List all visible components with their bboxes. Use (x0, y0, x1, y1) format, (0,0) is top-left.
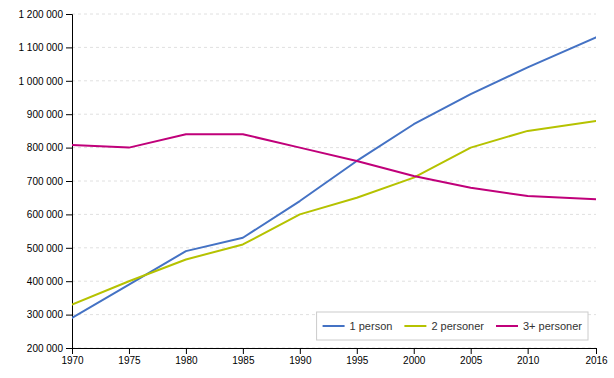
x-tick-mark (414, 348, 415, 354)
x-tick-mark (129, 348, 130, 354)
y-tick-mark (66, 281, 72, 282)
grid-line (72, 147, 596, 148)
grid-line (72, 181, 596, 182)
y-tick: 400 000 (27, 276, 72, 287)
y-tick: 800 000 (27, 142, 72, 153)
x-tick: 1970 (61, 348, 84, 366)
grid (72, 14, 596, 348)
legend-frame (317, 312, 588, 340)
legend: 1 person 2 personer 3+ personer (317, 312, 588, 340)
y-tick: 500 000 (27, 243, 72, 254)
x-tick-mark (243, 348, 244, 354)
x-tick: 2010 (517, 348, 540, 366)
x-tick: 1990 (289, 348, 312, 366)
x-tick-label: 1970 (61, 355, 84, 366)
grid-line (72, 114, 596, 115)
legend-item: 3+ personer (496, 320, 582, 332)
legend-item: 2 personer (404, 320, 484, 332)
y-tick: 900 000 (27, 109, 72, 120)
legend-label: 2 personer (431, 320, 484, 332)
plot-area: 1970 1975 1980 1985 1990 1995 2000 2005 2010 2016… (19, 9, 609, 366)
legend-swatch (404, 325, 426, 327)
y-tick: 300 000 (27, 309, 72, 320)
chart: 1970 1975 1980 1985 1990 1995 2000 2005 2010 2016… (0, 0, 614, 378)
x-tick-label: 1990 (289, 355, 312, 366)
grid-line (72, 80, 596, 81)
y-tick-label: 400 000 (27, 276, 64, 287)
y-axis-line (66, 15, 73, 349)
legend-label: 3+ personer (523, 320, 582, 332)
x-tick: 2000 (403, 348, 426, 366)
y-tick-mark (66, 148, 72, 149)
series-line (72, 37, 596, 318)
x-tick-label: 2010 (517, 355, 540, 366)
y-tick-mark (66, 81, 72, 82)
legend-swatch (496, 325, 518, 327)
x-tick: 1985 (232, 348, 255, 366)
y-tick-mark (66, 47, 72, 48)
y-tick: 1 100 000 (19, 42, 73, 53)
x-tick-label: 2005 (460, 355, 483, 366)
x-tick-label: 1980 (175, 355, 198, 366)
x-tick-label: 2000 (403, 355, 426, 366)
x-axis: 1970 1975 1980 1985 1990 1995 2000 2005 2010 2016 (61, 348, 608, 366)
y-tick: 700 000 (27, 176, 72, 187)
y-tick: 1 200 000 (19, 9, 73, 20)
x-tick-mark (300, 348, 301, 354)
y-tick-mark (66, 14, 72, 15)
x-tick: 1995 (346, 348, 369, 366)
grid-line (72, 214, 596, 215)
y-tick-label: 700 000 (27, 176, 64, 187)
x-tick: 2005 (460, 348, 483, 366)
x-axis-line (73, 349, 597, 355)
y-tick-label: 500 000 (27, 243, 64, 254)
y-tick-label: 900 000 (27, 109, 64, 120)
y-tick-label: 200 000 (27, 343, 64, 354)
y-tick-label: 600 000 (27, 209, 64, 220)
x-tick-mark (596, 348, 597, 354)
y-tick-label: 1 100 000 (19, 42, 64, 53)
y-tick-mark (66, 214, 72, 215)
y-tick: 600 000 (27, 209, 72, 220)
y-tick-label: 1 200 000 (19, 9, 64, 20)
y-tick-mark (66, 248, 72, 249)
lines (72, 37, 596, 318)
y-tick-mark (66, 315, 72, 316)
x-tick-label: 1985 (232, 355, 255, 366)
grid-line (72, 47, 596, 48)
legend-label: 1 person (350, 320, 393, 332)
y-tick: 1 000 000 (19, 76, 73, 87)
y-tick-label: 800 000 (27, 142, 64, 153)
y-axis: 200 000 300 000 400 000 500 000 600 000 700 0… (19, 9, 73, 354)
x-tick: 1975 (118, 348, 141, 366)
y-tick-mark (66, 348, 72, 349)
x-tick: 2016 (585, 348, 608, 366)
x-tick-mark (186, 348, 187, 354)
legend-swatch (323, 325, 345, 327)
series-line (72, 134, 596, 199)
x-tick-label: 2016 (585, 355, 608, 366)
y-tick-label: 300 000 (27, 309, 64, 320)
y-tick-label: 1 000 000 (19, 76, 64, 87)
series-line (72, 121, 596, 305)
y-tick-mark (66, 114, 72, 115)
x-tick-label: 1995 (346, 355, 369, 366)
legend-item: 1 person (323, 320, 393, 332)
x-tick-label: 1975 (118, 355, 141, 366)
y-tick-mark (66, 181, 72, 182)
x-tick-mark (471, 348, 472, 354)
y-tick: 200 000 (27, 343, 72, 354)
x-tick: 1980 (175, 348, 198, 366)
x-tick-mark (357, 348, 358, 354)
grid-line (72, 14, 596, 15)
grid-line (72, 247, 596, 248)
grid-line (72, 281, 596, 282)
x-tick-mark (528, 348, 529, 354)
